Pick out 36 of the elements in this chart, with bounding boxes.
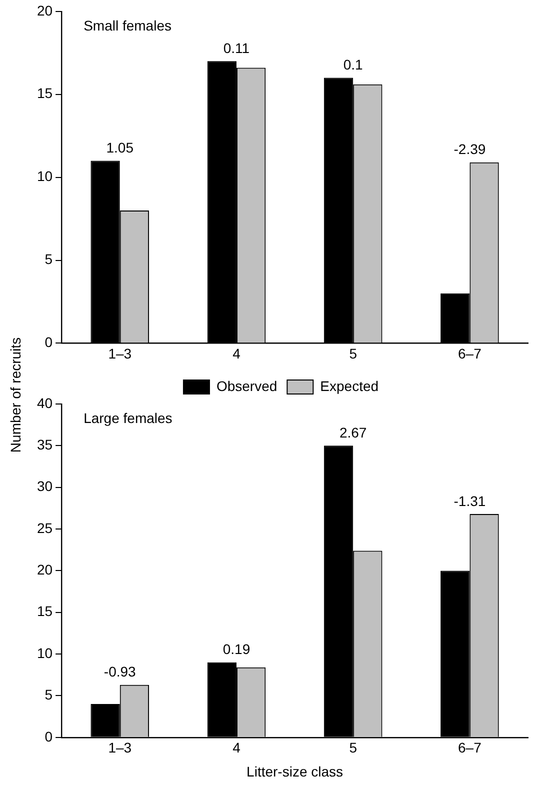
x-tick-label: 6–7 [458, 345, 482, 362]
y-tick-label: 10 [36, 644, 53, 661]
legend-label: Observed [216, 378, 278, 394]
chart-title: Small females [84, 17, 172, 34]
y-tick-label: 30 [36, 478, 53, 494]
y-axis-title: Number of recruits [8, 336, 24, 452]
annotation: 0.11 [223, 40, 250, 56]
y-tick-label: 0 [44, 728, 53, 744]
annotation: -0.93 [104, 664, 136, 680]
y-tick-label: 15 [36, 85, 53, 102]
y-tick-label: 0 [44, 334, 53, 350]
x-tick-label: 5 [349, 345, 358, 362]
x-axis-title: Litter-size class [246, 763, 344, 780]
y-tick-label: 15 [36, 603, 53, 620]
y-tick-label: 20 [36, 562, 53, 578]
y-tick-label: 5 [44, 251, 53, 268]
annotation: -2.39 [454, 141, 486, 158]
x-tick-label: 4 [232, 345, 241, 362]
x-tick-label: 1–3 [108, 740, 132, 756]
y-tick-label: 35 [36, 436, 53, 453]
annotation: 0.1 [343, 56, 364, 73]
y-tick-label: 25 [36, 520, 53, 536]
y-tick-label: 40 [36, 394, 53, 411]
annotation: 2.67 [339, 424, 367, 441]
y-tick-label: 5 [44, 686, 53, 703]
x-tick-label: 4 [232, 740, 241, 756]
y-tick-label: 10 [36, 168, 53, 184]
annotation: -1.31 [454, 492, 486, 509]
annotation: 0.19 [222, 641, 250, 658]
chart-title: Large females [84, 410, 172, 426]
annotation: 1.05 [106, 140, 134, 156]
legend-label: Expected [320, 378, 379, 394]
x-tick-label: 6–7 [458, 740, 482, 756]
x-tick-label: 5 [349, 740, 358, 756]
x-tick-label: 1–3 [108, 345, 132, 362]
y-tick-label: 20 [36, 2, 53, 18]
